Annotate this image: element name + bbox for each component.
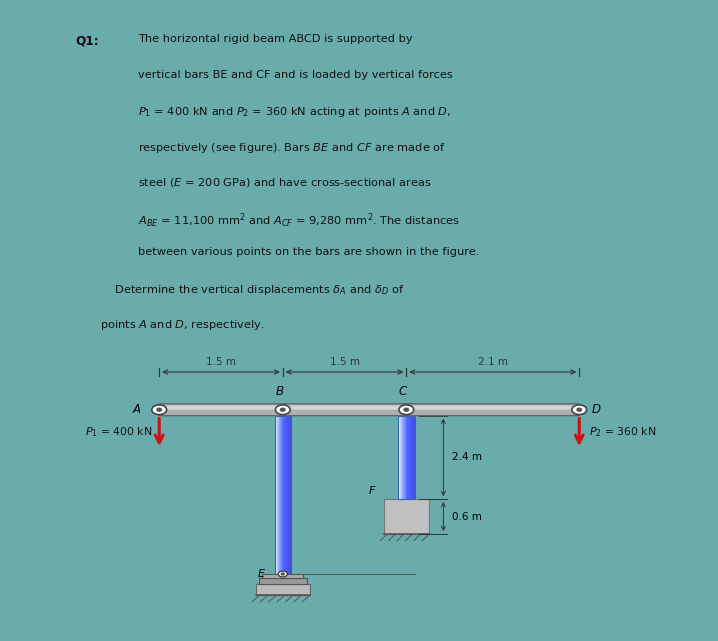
- Bar: [383, 499, 429, 534]
- Circle shape: [281, 408, 285, 412]
- Bar: [274, 415, 291, 574]
- Text: 1.5 m: 1.5 m: [206, 356, 236, 367]
- Text: 2.1 m: 2.1 m: [477, 356, 508, 367]
- Bar: [256, 584, 309, 595]
- Circle shape: [572, 405, 587, 415]
- Bar: [259, 578, 307, 584]
- FancyBboxPatch shape: [164, 406, 575, 410]
- Circle shape: [577, 408, 582, 412]
- Text: D: D: [592, 403, 601, 416]
- Text: A: A: [133, 403, 141, 416]
- Text: steel ($E$ = 200 GPa) and have cross-sectional areas: steel ($E$ = 200 GPa) and have cross-sec…: [138, 176, 432, 189]
- Text: respectively (see figure). Bars $BE$ and $CF$ are made of: respectively (see figure). Bars $BE$ and…: [138, 141, 446, 154]
- Circle shape: [151, 405, 167, 415]
- Text: Determine the vertical displacements $\delta_A$ and $\delta_D$ of: Determine the vertical displacements $\d…: [101, 283, 405, 297]
- Text: $P_1$ = 400 kN and $P_2$ = 360 kN acting at points $A$ and $D$,: $P_1$ = 400 kN and $P_2$ = 360 kN acting…: [138, 105, 451, 119]
- Circle shape: [404, 408, 409, 412]
- Text: Q1:: Q1:: [75, 34, 99, 47]
- Text: E: E: [258, 569, 265, 579]
- Text: The horizontal rigid beam ABCD is supported by: The horizontal rigid beam ABCD is suppor…: [138, 34, 412, 44]
- Text: 1.5 m: 1.5 m: [330, 356, 360, 367]
- Circle shape: [279, 571, 287, 577]
- Text: 2.4 m: 2.4 m: [452, 453, 482, 462]
- Circle shape: [281, 573, 284, 575]
- Text: F: F: [368, 486, 375, 496]
- Text: 0.6 m: 0.6 m: [452, 512, 482, 522]
- Circle shape: [157, 408, 162, 412]
- Text: vertical bars BE and CF and is loaded by vertical forces: vertical bars BE and CF and is loaded by…: [138, 70, 452, 79]
- Text: $A_{BE}$ = 11,100 mm$^2$ and $A_{CF}$ = 9,280 mm$^2$. The distances: $A_{BE}$ = 11,100 mm$^2$ and $A_{CF}$ = …: [138, 212, 460, 230]
- Text: B: B: [276, 385, 284, 398]
- Circle shape: [276, 405, 290, 415]
- Text: between various points on the bars are shown in the figure.: between various points on the bars are s…: [138, 247, 479, 257]
- Bar: [398, 415, 414, 499]
- Bar: [262, 574, 304, 578]
- FancyBboxPatch shape: [159, 404, 579, 415]
- Text: points $A$ and $D$, respectively.: points $A$ and $D$, respectively.: [101, 319, 265, 332]
- Circle shape: [399, 405, 414, 415]
- Text: $P_2$ = 360 kN: $P_2$ = 360 kN: [589, 426, 656, 439]
- Text: $P_1$ = 400 kN: $P_1$ = 400 kN: [85, 426, 152, 439]
- Text: C: C: [399, 385, 407, 398]
